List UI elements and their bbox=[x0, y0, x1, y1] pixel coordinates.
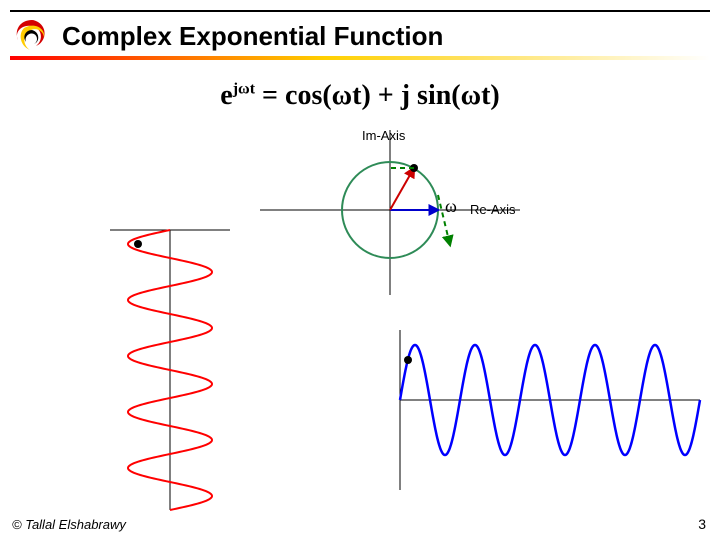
diagram-canvas bbox=[0, 0, 720, 540]
re-axis-label: Re-Axis bbox=[470, 202, 516, 217]
im-axis-label: Im-Axis bbox=[362, 128, 405, 143]
copyright: © Tallal Elshabrawy bbox=[12, 517, 126, 532]
phasor-vector bbox=[390, 168, 414, 210]
blue-sine-marker bbox=[404, 356, 412, 364]
page-number: 3 bbox=[698, 516, 706, 532]
red-sine-marker bbox=[134, 240, 142, 248]
omega-label: ω bbox=[445, 196, 457, 217]
